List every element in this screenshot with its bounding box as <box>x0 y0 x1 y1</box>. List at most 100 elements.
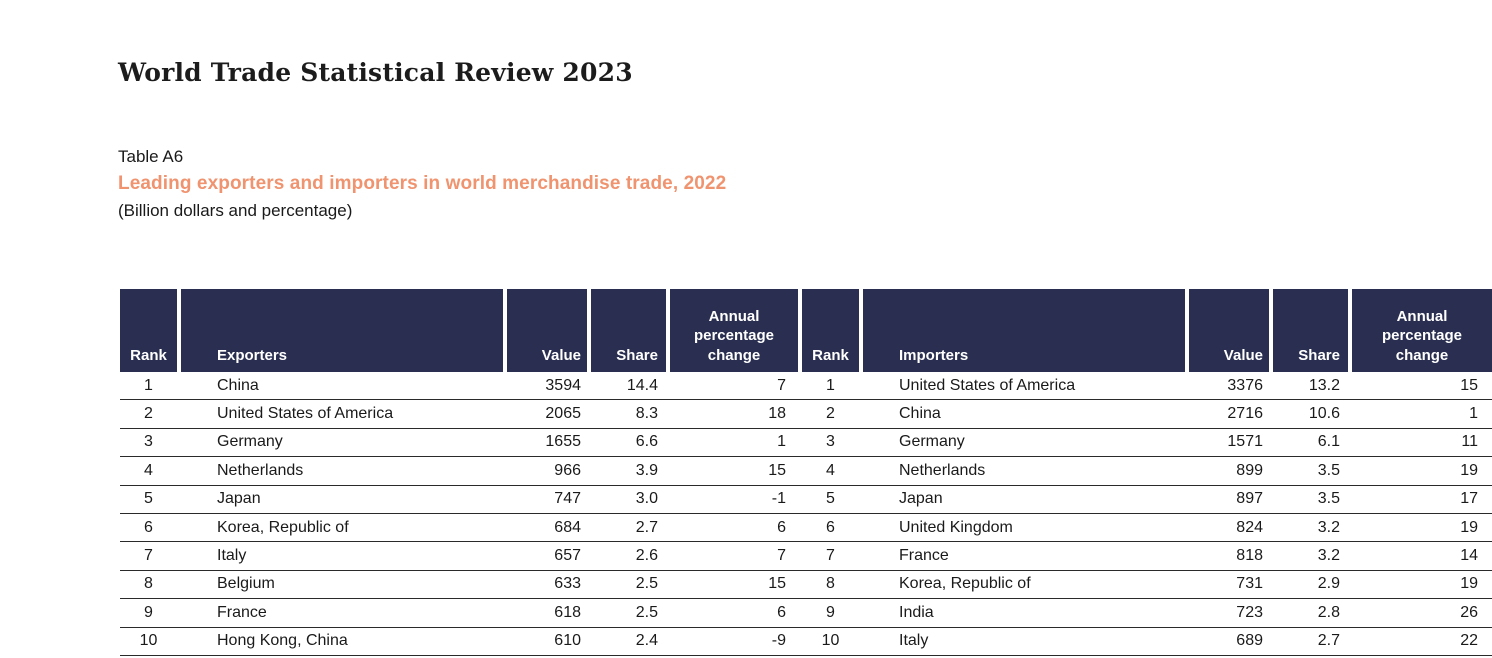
exporter-change-cell: -1 <box>771 490 786 508</box>
importer-name-cell: Korea, Republic of <box>899 575 1031 593</box>
exporter-rank-cell: 2 <box>144 405 153 423</box>
exporter-name-cell: Germany <box>217 433 283 451</box>
importer-name-cell: Japan <box>899 490 943 508</box>
exporter-rank-cell: 1 <box>144 376 153 394</box>
importer-share-cell: 3.2 <box>1317 547 1340 565</box>
exporter-change-cell: 7 <box>777 547 786 565</box>
importer-share-cell: 13.2 <box>1308 376 1340 394</box>
table-row: 4 Netherlands 966 3.9 15 4 Netherlands 899 3.5 19 <box>120 457 1492 486</box>
exporter-share-cell: 2.6 <box>635 547 658 565</box>
exporter-name-cell: France <box>217 603 267 621</box>
importer-name-cell: Germany <box>899 433 965 451</box>
exporter-share-cell: 2.5 <box>635 575 658 593</box>
importer-change-cell: 1 <box>1469 405 1478 423</box>
table-label: Table A6 <box>118 147 184 166</box>
exporter-value-cell: 684 <box>554 518 581 536</box>
importer-name-cell: United Kingdom <box>899 518 1013 536</box>
header-importer-rank: Rank <box>802 289 859 372</box>
exporter-change-cell: 15 <box>768 461 786 479</box>
importer-rank-cell: 2 <box>826 405 835 423</box>
importer-rank-cell: 4 <box>826 461 835 479</box>
exporter-share-cell: 2.5 <box>635 603 658 621</box>
importer-value-cell: 3376 <box>1227 376 1263 394</box>
table-body: 1 China 3594 14.4 7 1 United States of America… <box>120 372 1492 656</box>
importer-share-cell: 2.7 <box>1317 632 1340 650</box>
importer-value-cell: 2716 <box>1227 405 1263 423</box>
exporter-rank-cell: 7 <box>144 547 153 565</box>
exporter-change-cell: 15 <box>768 575 786 593</box>
exporter-share-cell: 8.3 <box>635 405 658 423</box>
importer-value-cell: 1571 <box>1227 433 1263 451</box>
importer-rank-cell: 1 <box>826 376 835 394</box>
importer-share-cell: 2.8 <box>1317 603 1340 621</box>
table-row: 7 Italy 657 2.6 7 7 France 818 3.2 14 <box>120 542 1492 571</box>
exporter-name-cell: Belgium <box>217 575 275 593</box>
importer-change-cell: 17 <box>1460 490 1478 508</box>
table-unit-note: (Billion dollars and percentage) <box>118 201 353 220</box>
exporter-value-cell: 610 <box>554 632 581 650</box>
header-exporters: Exporters <box>181 289 503 372</box>
importer-name-cell: United States of America <box>899 376 1076 394</box>
importer-change-cell: 19 <box>1460 461 1478 479</box>
header-importer-share: Share <box>1273 289 1348 372</box>
exporter-value-cell: 1655 <box>545 433 581 451</box>
exporter-name-cell: Japan <box>217 490 261 508</box>
table-row: 8 Belgium 633 2.5 15 8 Korea, Republic of 731 2.… <box>120 571 1492 600</box>
header-importers: Importers <box>863 289 1185 372</box>
importer-share-cell: 2.9 <box>1317 575 1340 593</box>
exporter-value-cell: 2065 <box>545 405 581 423</box>
table-row: 6 Korea, Republic of 684 2.7 6 6 United Kingdo… <box>120 514 1492 543</box>
importer-name-cell: China <box>899 405 941 423</box>
importer-share-cell: 3.5 <box>1317 461 1340 479</box>
importer-value-cell: 824 <box>1236 518 1263 536</box>
table-row: 5 Japan 747 3.0 -1 5 Japan 897 3.5 17 <box>120 486 1492 514</box>
exporter-name-cell: China <box>217 376 259 394</box>
exporter-change-cell: 7 <box>777 376 786 394</box>
importer-rank-cell: 5 <box>826 490 835 508</box>
importer-value-cell: 731 <box>1236 575 1263 593</box>
importer-share-cell: 6.1 <box>1317 433 1340 451</box>
trade-table: Rank Exporters Value Share Annual percen… <box>120 289 1492 656</box>
exporter-value-cell: 633 <box>554 575 581 593</box>
exporter-value-cell: 747 <box>554 490 581 508</box>
importer-rank-cell: 8 <box>826 575 835 593</box>
importer-name-cell: Italy <box>899 632 929 650</box>
importer-name-cell: India <box>899 603 934 621</box>
table-row: 3 Germany 1655 6.6 1 3 Germany 1571 6.1 11 <box>120 429 1492 458</box>
exporter-change-cell: 6 <box>777 518 786 536</box>
exporter-change-cell: 18 <box>768 405 786 423</box>
exporter-share-cell: 3.9 <box>635 461 658 479</box>
importer-value-cell: 899 <box>1236 461 1263 479</box>
importer-value-cell: 897 <box>1236 490 1263 508</box>
importer-value-cell: 689 <box>1236 632 1263 650</box>
importer-share-cell: 3.5 <box>1317 490 1340 508</box>
exporter-rank-cell: 3 <box>144 433 153 451</box>
exporter-name-cell: Hong Kong, China <box>217 632 348 650</box>
exporter-rank-cell: 10 <box>139 632 158 650</box>
exporter-name-cell: Netherlands <box>217 461 304 479</box>
exporter-share-cell: 2.7 <box>635 518 658 536</box>
exporter-share-cell: 14.4 <box>626 376 658 394</box>
exporter-rank-cell: 9 <box>144 603 153 621</box>
importer-change-cell: 11 <box>1461 433 1478 451</box>
exporter-change-cell: -9 <box>771 632 786 650</box>
importer-change-cell: 19 <box>1460 518 1478 536</box>
importer-name-cell: France <box>899 547 949 565</box>
exporter-rank-cell: 4 <box>144 461 153 479</box>
header-importer-annual-percentage-change: Annual percentage change <box>1352 289 1492 372</box>
exporter-name-cell: Korea, Republic of <box>217 518 349 536</box>
exporter-value-cell: 657 <box>554 547 581 565</box>
importer-change-cell: 14 <box>1460 547 1478 565</box>
page-title: World Trade Statistical Review 2023 <box>118 58 633 87</box>
table-row: 10 Hong Kong, China 610 2.4 -9 10 Italy 689 2.7 2… <box>120 628 1492 656</box>
importer-share-cell: 10.6 <box>1308 405 1340 423</box>
exporter-change-cell: 1 <box>777 433 786 451</box>
importer-rank-cell: 3 <box>826 433 835 451</box>
exporter-value-cell: 3594 <box>545 376 581 394</box>
exporter-share-cell: 3.0 <box>635 490 658 508</box>
exporter-share-cell: 6.6 <box>635 433 658 451</box>
importer-rank-cell: 6 <box>826 518 835 536</box>
importer-change-cell: 19 <box>1460 575 1478 593</box>
importer-rank-cell: 10 <box>821 632 840 650</box>
